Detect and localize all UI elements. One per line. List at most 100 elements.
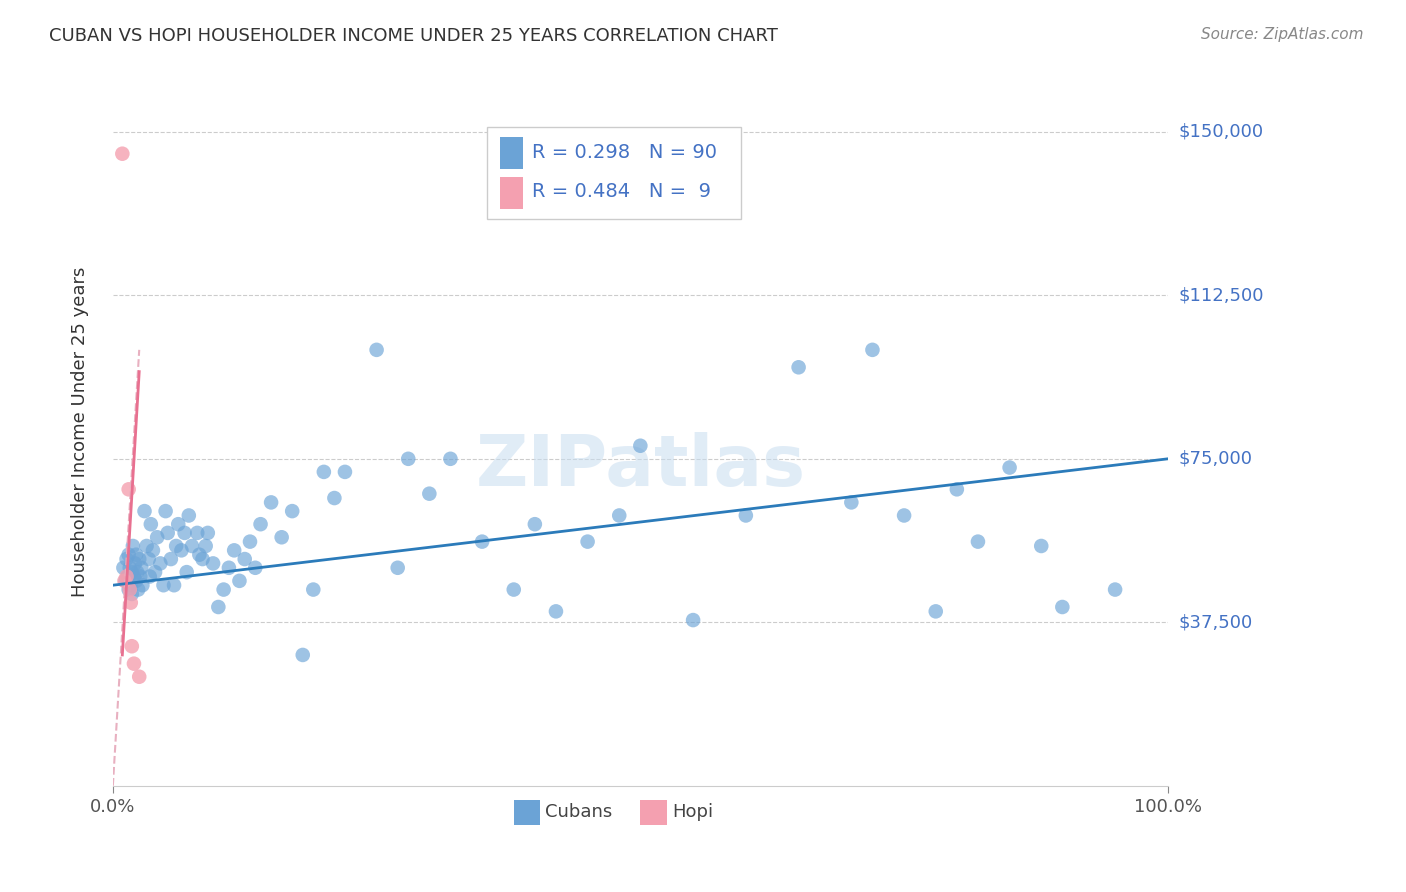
Point <box>186 525 208 540</box>
Text: Hopi: Hopi <box>672 804 713 822</box>
Point <box>862 343 884 357</box>
Point <box>121 639 143 653</box>
Point <box>224 543 246 558</box>
Point <box>787 360 810 375</box>
Point <box>152 578 174 592</box>
Point <box>112 561 135 575</box>
Text: ZIPatlas: ZIPatlas <box>475 433 806 501</box>
Point <box>114 574 136 588</box>
Point <box>131 561 153 575</box>
Text: CUBAN VS HOPI HOUSEHOLDER INCOME UNDER 25 YEARS CORRELATION CHART: CUBAN VS HOPI HOUSEHOLDER INCOME UNDER 2… <box>49 27 778 45</box>
Text: Cubans: Cubans <box>546 804 613 822</box>
Point <box>202 557 225 571</box>
Point <box>245 561 267 575</box>
Point <box>120 596 142 610</box>
Point <box>502 582 524 597</box>
Y-axis label: Householder Income Under 25 years: Householder Income Under 25 years <box>72 267 89 597</box>
Point <box>228 574 250 588</box>
Point <box>439 451 461 466</box>
Point <box>120 578 142 592</box>
Point <box>177 508 200 523</box>
Point <box>160 552 183 566</box>
Point <box>841 495 863 509</box>
Point <box>115 569 138 583</box>
Point <box>194 539 217 553</box>
Point <box>121 565 143 579</box>
Point <box>291 648 314 662</box>
Point <box>155 504 177 518</box>
Point <box>142 543 165 558</box>
Point <box>117 569 139 583</box>
Point <box>302 582 325 597</box>
Point <box>163 578 186 592</box>
Point <box>167 517 190 532</box>
Point <box>111 146 134 161</box>
Point <box>544 604 567 618</box>
Point <box>170 543 193 558</box>
Point <box>143 565 166 579</box>
Point <box>998 460 1021 475</box>
Bar <box>640 800 666 825</box>
Point <box>125 574 148 588</box>
Point <box>115 552 138 566</box>
Point <box>173 525 195 540</box>
Point <box>260 495 283 509</box>
Point <box>682 613 704 627</box>
Point <box>149 557 172 571</box>
Point <box>418 486 440 500</box>
Point <box>1052 599 1074 614</box>
Point <box>122 657 145 671</box>
Point <box>138 552 160 566</box>
Point <box>128 670 150 684</box>
Text: $75,000: $75,000 <box>1180 450 1253 467</box>
Point <box>197 525 219 540</box>
Point <box>146 530 169 544</box>
Point <box>118 561 141 575</box>
Point <box>139 517 162 532</box>
Point <box>191 552 214 566</box>
Point <box>118 548 141 562</box>
Point <box>124 557 146 571</box>
Point <box>128 552 150 566</box>
Bar <box>501 137 523 169</box>
Point <box>129 569 152 583</box>
Point <box>281 504 304 518</box>
Point <box>387 561 409 575</box>
Point <box>323 491 346 505</box>
Point <box>366 343 388 357</box>
Point <box>181 539 204 553</box>
Point <box>967 534 990 549</box>
Point <box>156 525 179 540</box>
Point <box>607 508 630 523</box>
Bar <box>513 800 540 825</box>
Point <box>471 534 494 549</box>
Point <box>188 548 211 562</box>
Point <box>1031 539 1053 553</box>
Point <box>127 565 149 579</box>
Point <box>523 517 546 532</box>
Text: $112,500: $112,500 <box>1180 286 1264 304</box>
Point <box>122 539 145 553</box>
Point <box>576 534 599 549</box>
Point <box>212 582 235 597</box>
Point <box>628 439 651 453</box>
Point <box>131 578 153 592</box>
Point <box>270 530 292 544</box>
Point <box>925 604 948 618</box>
Text: $37,500: $37,500 <box>1180 614 1253 632</box>
Point <box>218 561 240 575</box>
Text: R = 0.484   N =  9: R = 0.484 N = 9 <box>531 182 710 202</box>
Point <box>233 552 256 566</box>
Text: Source: ZipAtlas.com: Source: ZipAtlas.com <box>1201 27 1364 42</box>
Text: $150,000: $150,000 <box>1180 123 1264 141</box>
Bar <box>501 177 523 209</box>
Point <box>122 569 145 583</box>
Point <box>121 587 143 601</box>
Point <box>893 508 915 523</box>
Point <box>333 465 356 479</box>
Point <box>734 508 756 523</box>
Point <box>125 548 148 562</box>
Point <box>118 582 141 597</box>
Point <box>165 539 187 553</box>
Point <box>1104 582 1126 597</box>
